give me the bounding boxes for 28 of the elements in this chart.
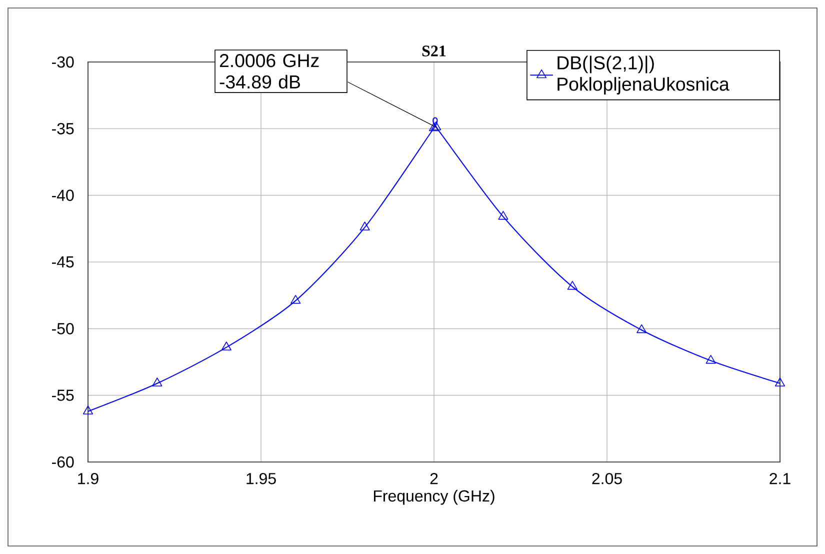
- x-tick-label: 1.95: [246, 472, 276, 484]
- point: [498, 210, 508, 220]
- legend-label: DB(|S(2,1)|) PoklopljenaUkosnica: [558, 56, 730, 94]
- point: [428, 122, 440, 132]
- point: [360, 222, 370, 230]
- x-tick-label: 1.9: [78, 472, 98, 484]
- y-tick-label: -35: [52, 123, 74, 134]
- y-tick-label: -45: [52, 256, 74, 268]
- x-axis-title: Frequency (GHz): [374, 490, 494, 505]
- point: [431, 121, 442, 130]
- point: [636, 324, 647, 334]
- point: [567, 280, 578, 290]
- x-tick-label: 2: [430, 472, 438, 484]
- point: [706, 354, 716, 364]
- y-tick-label: -40: [52, 190, 74, 201]
- point: [221, 342, 232, 350]
- y-tick-label: -60: [52, 456, 74, 468]
- annotation: 2.0006 GHz -34.89 dB: [220, 54, 319, 89]
- point: [82, 406, 94, 414]
- y-tick-label: -50: [52, 323, 74, 334]
- point: [774, 378, 786, 386]
- x-tick-label: 2.05: [592, 472, 622, 484]
- point: [290, 294, 301, 304]
- x-tick-label: 2.1: [770, 472, 790, 484]
- y-tick-label: -55: [52, 390, 74, 401]
- chart-title: S21: [422, 46, 446, 56]
- y-tick-label: -30: [52, 56, 74, 68]
- point: [152, 378, 162, 386]
